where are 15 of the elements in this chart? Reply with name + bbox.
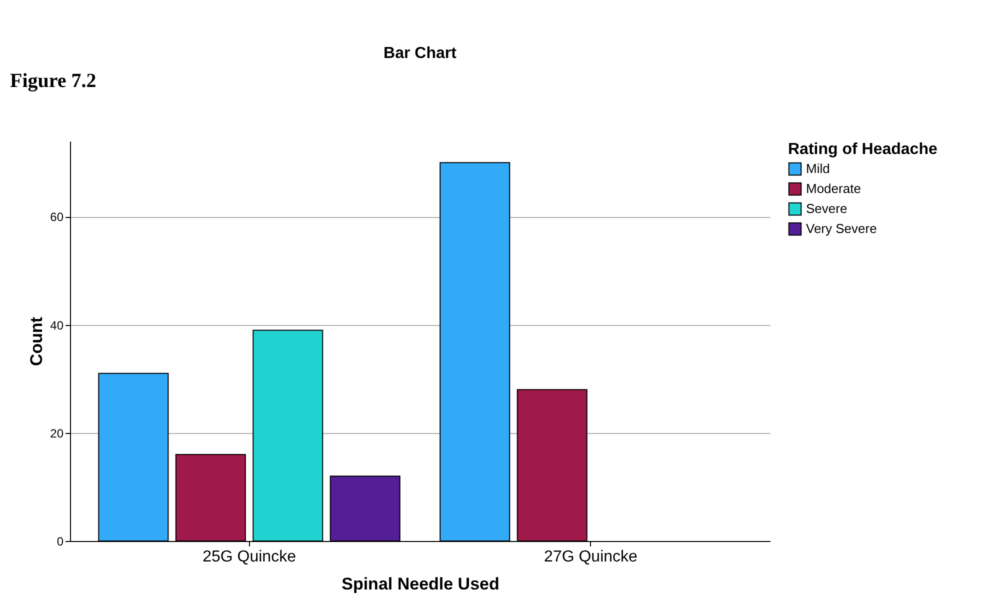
x-tick-label: 27G Quincke [544,548,638,566]
legend-title: Rating of Headache [788,141,938,158]
caption: Figure 7.2 [10,70,96,92]
legend-label: Severe [806,201,848,216]
y-tick-label: 60 [50,210,64,224]
chart-title: Bar Chart [384,45,458,62]
legend-label: Mild [806,161,830,176]
legend-label: Very Severe [806,221,877,236]
y-tick-label: 40 [50,318,64,332]
y-axis-title: Count [27,316,46,366]
x-axis-title: Spinal Needle Used [342,574,500,594]
y-tick-label: 20 [50,426,64,440]
legend-label: Moderate [806,181,861,196]
x-tick-label: 25G Quincke [202,548,296,566]
y-tick-label: 0 [56,534,64,548]
